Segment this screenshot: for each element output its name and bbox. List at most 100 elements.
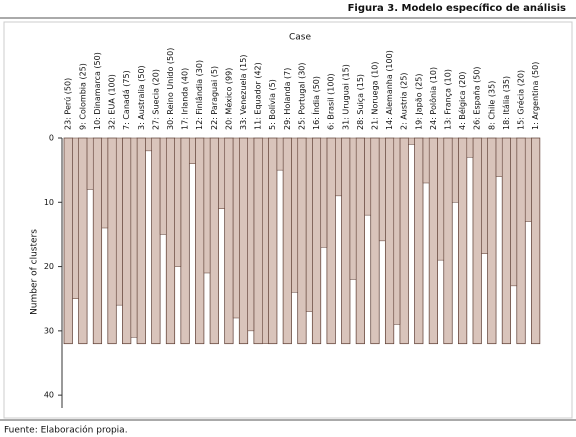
y-tick-label: 40 [44, 391, 54, 400]
merge-bar [145, 137, 152, 152]
case-label: 16: Índia (50) [310, 76, 321, 130]
merge-bar [349, 137, 357, 280]
case-bar [399, 137, 409, 345]
merge-bar [291, 137, 298, 293]
case-bar [531, 137, 541, 345]
case-label: 14: Alemanha (100) [385, 50, 394, 130]
case-label: 32: EUA (100) [108, 74, 117, 130]
case-label: 9: Colombia (25) [78, 63, 87, 130]
case-label: 33: Venezuela (15) [239, 55, 248, 130]
case-label: 17: Irlanda (40) [181, 68, 190, 130]
case-label: 11: Equador (42) [254, 62, 263, 130]
case-bar [384, 137, 395, 345]
merge-bar [247, 137, 255, 332]
case-label: 12: Finlândia (30) [195, 60, 204, 130]
case-label: 24: Polônia (10) [428, 67, 438, 130]
source-note: Fuente: Elaboración propia. [4, 425, 128, 436]
case-label: 4: Bélgica (20) [457, 71, 467, 130]
case-bar [224, 137, 234, 345]
merge-bar [130, 137, 138, 338]
merge-bar [335, 137, 342, 197]
case-label: 3: Australia (50) [137, 65, 146, 130]
case-bar [414, 137, 424, 345]
case-bar [92, 137, 103, 345]
case-label: 27: Suecia (20) [151, 69, 160, 130]
merge-bar [408, 137, 415, 145]
case-bar [282, 137, 292, 345]
merge-bar [159, 137, 167, 235]
case-label: 29: Holanda (7) [283, 68, 292, 130]
merge-bar [451, 137, 459, 203]
case-bar [268, 137, 278, 345]
case-bar [136, 137, 146, 345]
case-label: 31: Uruguai (15) [341, 64, 350, 130]
merge-bar [262, 137, 269, 344]
merge-bar [437, 137, 445, 261]
case-bar [180, 137, 190, 345]
case-label: 25: Portugal (30) [297, 62, 306, 130]
merge-bar [218, 137, 225, 209]
merge-bar [72, 137, 79, 299]
merge-bar [86, 137, 94, 190]
case-bar [326, 137, 336, 345]
case-label: 28: Suiça (15) [356, 74, 365, 130]
y-tick-label: 20 [44, 262, 54, 271]
case-label: 7: Canadá (75) [122, 70, 131, 130]
case-label: 22: Paraguai (5) [210, 66, 219, 130]
merge-bar [378, 137, 386, 242]
case-bar [253, 137, 263, 345]
case-bar [195, 137, 205, 345]
merge-bar [174, 137, 182, 267]
case-bar [428, 137, 438, 345]
merge-bar [525, 137, 532, 222]
merge-bar [422, 137, 430, 184]
case-bar [165, 137, 176, 345]
case-bar [370, 137, 380, 345]
merge-bar [189, 137, 196, 164]
merge-bar [481, 137, 488, 254]
merge-bar [232, 137, 240, 319]
case-bar [107, 137, 117, 345]
case-bar [151, 137, 161, 345]
case-label: 23: Perú (50) [64, 78, 73, 130]
case-label: 10: Dinamarca (50) [93, 52, 102, 130]
y-tick-label: 10 [44, 198, 54, 207]
merge-bar [101, 137, 109, 229]
merge-bar [393, 137, 401, 325]
case-bar [472, 137, 482, 345]
merge-bar [364, 137, 371, 216]
merge-bar [203, 137, 211, 274]
case-label: 30: Reino Unido (50) [166, 48, 175, 130]
case-label: 18: Itália (35) [502, 76, 511, 130]
case-bar [516, 137, 526, 345]
merge-bar [510, 137, 518, 287]
case-bar [63, 137, 73, 345]
case-label: 8: Chile (35) [487, 81, 496, 130]
case-label: 13: França (10) [443, 69, 452, 130]
case-label: 5: Bolívia (5) [268, 79, 277, 130]
case-label: 15: Grécia (20) [516, 70, 526, 130]
case-bar [311, 137, 322, 345]
case-bar [355, 137, 365, 345]
case-label: 19: Japão (25) [414, 73, 423, 130]
frame [3, 21, 573, 419]
case-bar [122, 137, 132, 345]
merge-bar [320, 137, 328, 248]
merge-bar [495, 137, 503, 177]
case-label: 26: España (50) [473, 66, 482, 130]
case-bar [78, 137, 88, 345]
merge-bar [276, 137, 284, 171]
y-tick-label: 0 [49, 134, 54, 143]
chart-title: Figura 3. Modelo específico de análisis [348, 2, 566, 14]
merge-bar [466, 137, 474, 158]
case-label: 2: Austria (25) [400, 72, 409, 130]
case-bar [501, 137, 512, 345]
case-bar [209, 137, 219, 345]
case-bar [443, 137, 453, 345]
case-label: 21: Noruega (10) [370, 61, 379, 130]
case-bar [238, 137, 249, 345]
merge-bar [116, 137, 123, 306]
case-label: 6: Brasil (100) [327, 73, 336, 130]
x-axis-label: Case [289, 33, 311, 43]
